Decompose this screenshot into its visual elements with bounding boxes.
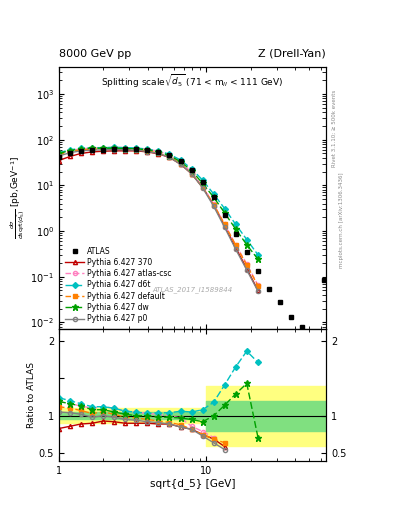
Y-axis label: $\frac{d\sigma}{d\mathrm{sqrt}(\bar{d_5})}$ [pb,GeV$^{-1}$]: $\frac{d\sigma}{d\mathrm{sqrt}(\bar{d_5}… [9, 157, 28, 240]
Y-axis label: Ratio to ATLAS: Ratio to ATLAS [27, 362, 36, 428]
X-axis label: sqrt{d_5} [GeV]: sqrt{d_5} [GeV] [150, 478, 235, 489]
Text: ATLAS_2017_I1589844: ATLAS_2017_I1589844 [152, 287, 233, 293]
Text: Splitting scale$\sqrt{d_5}$ (71 < m$_{ll}$ < 111 GeV): Splitting scale$\sqrt{d_5}$ (71 < m$_{ll… [101, 73, 284, 90]
Text: Rivet 3.1.10; ≥ 500k events: Rivet 3.1.10; ≥ 500k events [332, 90, 337, 166]
Text: 8000 GeV pp: 8000 GeV pp [59, 49, 131, 59]
Legend: ATLAS, Pythia 6.427 370, Pythia 6.427 atlas-csc, Pythia 6.427 d6t, Pythia 6.427 : ATLAS, Pythia 6.427 370, Pythia 6.427 at… [63, 244, 174, 326]
Text: mcplots.cern.ch [arXiv:1306.3436]: mcplots.cern.ch [arXiv:1306.3436] [339, 173, 344, 268]
Text: Z (Drell-Yan): Z (Drell-Yan) [259, 49, 326, 59]
